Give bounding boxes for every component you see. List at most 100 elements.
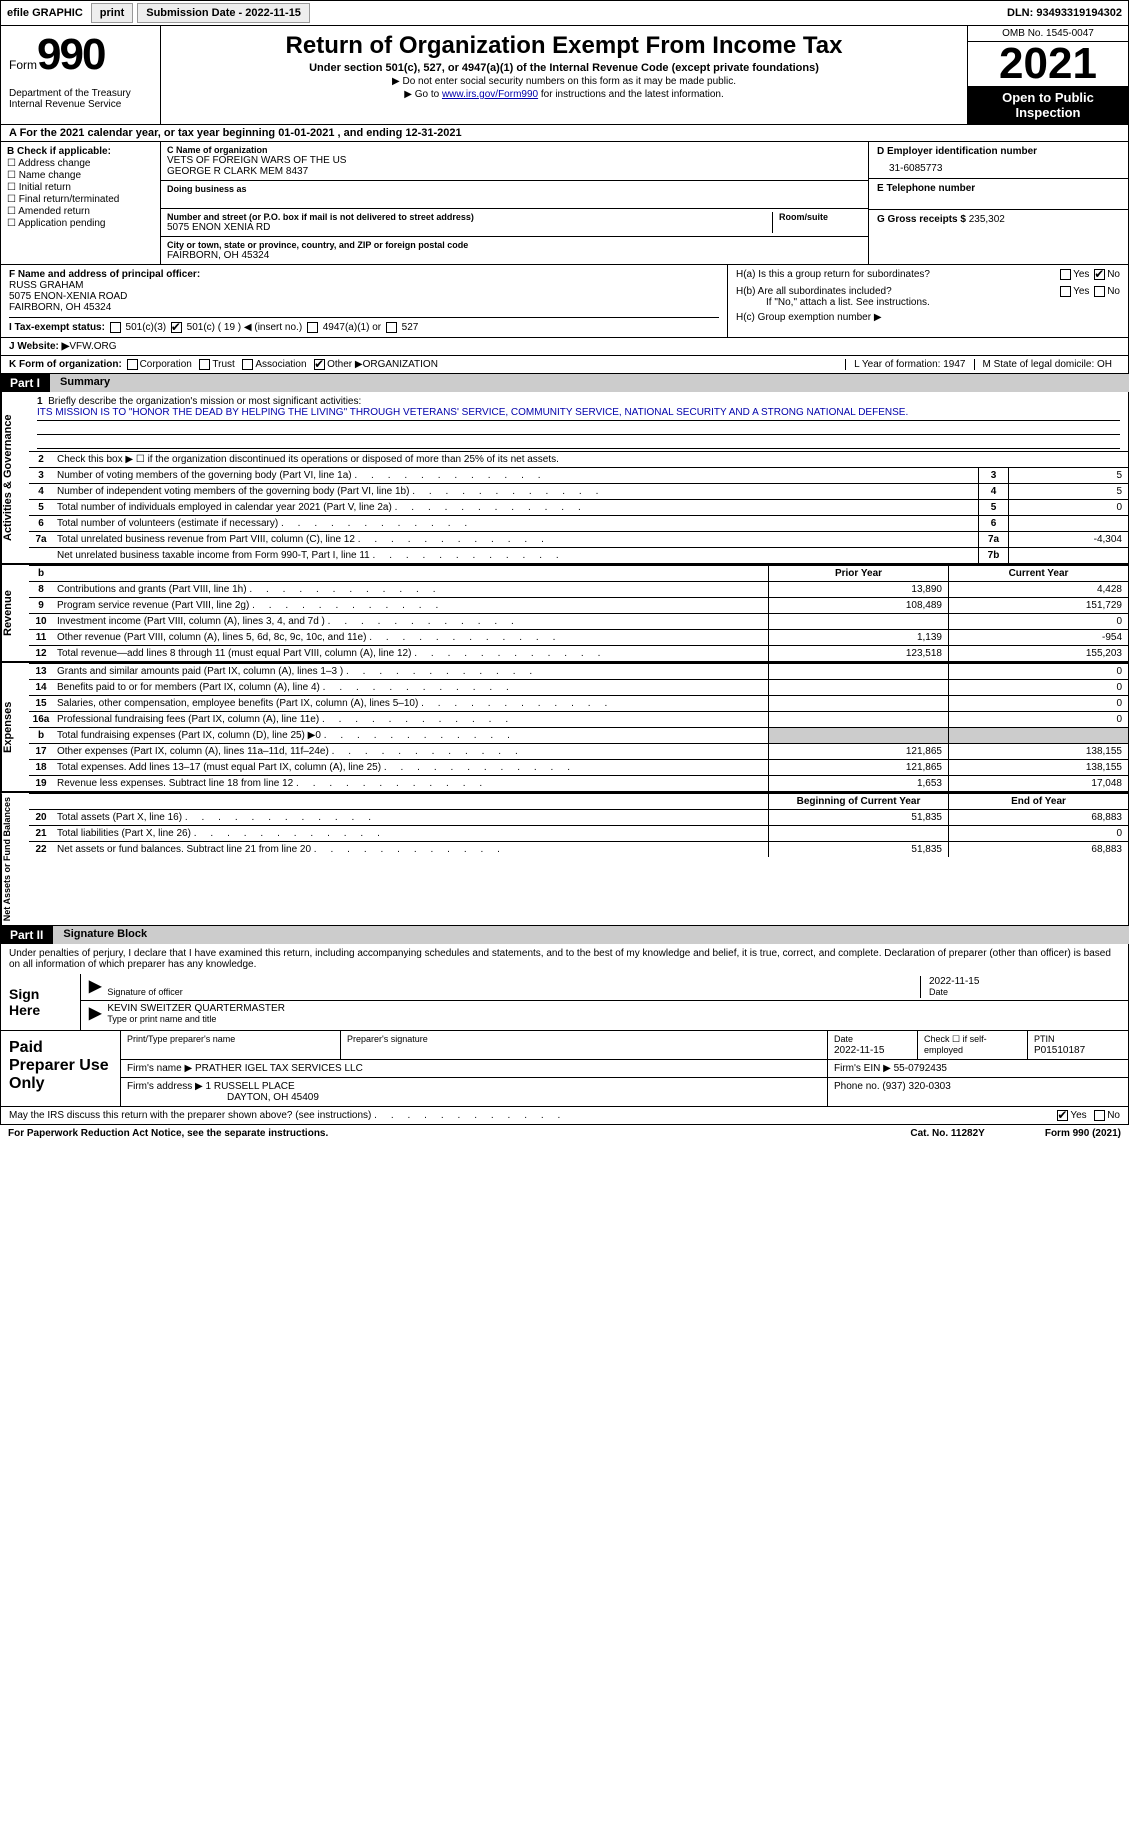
- summary-row: Net unrelated business taxable income fr…: [29, 547, 1128, 563]
- summary-row: 7aTotal unrelated business revenue from …: [29, 531, 1128, 547]
- summary-row: 5Total number of individuals employed in…: [29, 499, 1128, 515]
- summary-row: 3Number of voting members of the governi…: [29, 467, 1128, 483]
- top-bar: efile GRAPHIC print Submission Date - 20…: [0, 0, 1129, 26]
- row-k: K Form of organization: Corporation Trus…: [0, 356, 1129, 374]
- summary-row: 22Net assets or fund balances. Subtract …: [29, 841, 1128, 857]
- firm-phone: (937) 320-0303: [882, 1081, 950, 1092]
- discuss-row: May the IRS discuss this return with the…: [0, 1107, 1129, 1125]
- col-c: C Name of organization VETS OF FOREIGN W…: [161, 142, 868, 264]
- hdr-beginning: Beginning of Current Year: [768, 794, 948, 809]
- summary-row: 16aProfessional fundraising fees (Part I…: [29, 711, 1128, 727]
- chk-other[interactable]: [314, 359, 325, 370]
- firm-name: PRATHER IGEL TAX SERVICES LLC: [195, 1063, 363, 1074]
- l2-text: Check this box ▶ ☐ if the organization d…: [53, 452, 1128, 467]
- signature-block: Under penalties of perjury, I declare th…: [0, 944, 1129, 1031]
- year-formation: L Year of formation: 1947: [845, 359, 973, 370]
- chk-name-change[interactable]: ☐ Name change: [7, 170, 154, 181]
- summary-row: 8Contributions and grants (Part VIII, li…: [29, 581, 1128, 597]
- chk-assoc[interactable]: [242, 359, 253, 370]
- summary-row: 11Other revenue (Part VIII, column (A), …: [29, 629, 1128, 645]
- summary-row: 9Program service revenue (Part VIII, lin…: [29, 597, 1128, 613]
- summary-row: 6Total number of volunteers (estimate if…: [29, 515, 1128, 531]
- org-name-1: VETS OF FOREIGN WARS OF THE US: [167, 155, 862, 166]
- hdr-current: Current Year: [948, 566, 1128, 581]
- chk-527[interactable]: [386, 322, 397, 333]
- i-lbl: I Tax-exempt status:: [9, 322, 105, 333]
- firm-ein: 55-0792435: [894, 1063, 947, 1074]
- chk-501c3[interactable]: [110, 322, 121, 333]
- ein-value: 31-6085773: [877, 157, 1120, 174]
- ein-lbl: D Employer identification number: [877, 146, 1120, 157]
- self-employed[interactable]: Check ☐ if self-employed: [924, 1034, 987, 1055]
- hb-lbl: H(b) Are all subordinates included?: [736, 286, 892, 297]
- discuss-yes[interactable]: [1057, 1110, 1068, 1121]
- print-button[interactable]: print: [91, 3, 133, 23]
- c-name-lbl: C Name of organization: [167, 145, 862, 155]
- chk-trust[interactable]: [199, 359, 210, 370]
- summary-row: 14Benefits paid to or for members (Part …: [29, 679, 1128, 695]
- form-title: Return of Organization Exempt From Incom…: [171, 32, 957, 60]
- irs-link[interactable]: www.irs.gov/Form990: [442, 89, 538, 100]
- chk-amended[interactable]: ☐ Amended return: [7, 206, 154, 217]
- ha-yes[interactable]: [1060, 269, 1071, 280]
- part-2-title: Signature Block: [53, 926, 1129, 944]
- chk-address-change[interactable]: ☐ Address change: [7, 158, 154, 169]
- chk-4947[interactable]: [307, 322, 318, 333]
- firm-addr2: DAYTON, OH 45409: [127, 1092, 319, 1103]
- website: VFW.ORG: [69, 341, 116, 352]
- hb-yes[interactable]: [1060, 286, 1071, 297]
- dept-irs: Internal Revenue Service: [9, 99, 152, 110]
- summary-row: 13Grants and similar amounts paid (Part …: [29, 663, 1128, 679]
- section-fh: F Name and address of principal officer:…: [0, 265, 1129, 338]
- part-1-header: Part I Summary: [0, 374, 1129, 392]
- part-2-header: Part II Signature Block: [0, 926, 1129, 944]
- officer-addr2: FAIRBORN, OH 45324: [9, 302, 719, 313]
- chk-final-return[interactable]: ☐ Final return/terminated: [7, 194, 154, 205]
- hb-no[interactable]: [1094, 286, 1105, 297]
- summary: Activities & Governance 1 Briefly descri…: [0, 392, 1129, 926]
- chk-pending[interactable]: ☐ Application pending: [7, 218, 154, 229]
- firm-addr1: 1 RUSSELL PLACE: [206, 1081, 295, 1092]
- hdr-end: End of Year: [948, 794, 1128, 809]
- sign-here: Sign Here: [1, 974, 81, 1030]
- chk-501c[interactable]: [171, 322, 182, 333]
- col-d: D Employer identification number 31-6085…: [868, 142, 1128, 264]
- dln-label: DLN: 93493319194302: [1001, 7, 1128, 19]
- gross-lbl: G Gross receipts $: [877, 214, 966, 225]
- section-bcd: B Check if applicable: ☐ Address change …: [0, 142, 1129, 265]
- hb-note: If "No," attach a list. See instructions…: [736, 297, 1120, 308]
- arrow-icon: ▶: [89, 1003, 101, 1025]
- chk-corp[interactable]: [127, 359, 138, 370]
- chk-initial-return[interactable]: ☐ Initial return: [7, 182, 154, 193]
- mission-text: ITS MISSION IS TO "HONOR THE DEAD BY HEL…: [37, 407, 1120, 421]
- tab-net-assets: Net Assets or Fund Balances: [1, 793, 29, 925]
- cat-no: Cat. No. 11282Y: [910, 1128, 984, 1139]
- j-lbl: J Website: ▶: [9, 341, 69, 352]
- summary-row: 20Total assets (Part X, line 16)51,83568…: [29, 809, 1128, 825]
- summary-row: 12Total revenue—add lines 8 through 11 (…: [29, 645, 1128, 661]
- summary-row: bTotal fundraising expenses (Part IX, co…: [29, 727, 1128, 743]
- addr-lbl: Number and street (or P.O. box if mail i…: [167, 212, 772, 222]
- col-b: B Check if applicable: ☐ Address change …: [1, 142, 161, 264]
- ha-no[interactable]: [1094, 269, 1105, 280]
- discuss-no[interactable]: [1094, 1110, 1105, 1121]
- dept-treasury: Department of the Treasury: [9, 80, 152, 99]
- pra-notice: For Paperwork Reduction Act Notice, see …: [8, 1128, 328, 1139]
- line-a: A For the 2021 calendar year, or tax yea…: [0, 125, 1129, 142]
- f-lbl: F Name and address of principal officer:: [9, 269, 719, 280]
- ssn-note: ▶ Do not enter social security numbers o…: [171, 76, 957, 87]
- arrow-icon: ▶: [89, 976, 101, 998]
- officer-name: RUSS GRAHAM: [9, 280, 719, 291]
- summary-row: 18Total expenses. Add lines 13–17 (must …: [29, 759, 1128, 775]
- open-inspection: Open to Public Inspection: [968, 86, 1128, 124]
- k-lbl: K Form of organization:: [9, 359, 122, 370]
- sig-officer-lbl: Signature of officer: [107, 987, 182, 997]
- paid-title: Paid Preparer Use Only: [1, 1031, 121, 1106]
- paid-preparer: Paid Preparer Use Only Print/Type prepar…: [0, 1031, 1129, 1107]
- room-lbl: Room/suite: [779, 212, 862, 222]
- officer-addr1: 5075 ENON-XENIA ROAD: [9, 291, 719, 302]
- tab-revenue: Revenue: [1, 565, 29, 661]
- summary-row: 10Investment income (Part VIII, column (…: [29, 613, 1128, 629]
- hc-lbl: H(c) Group exemption number ▶: [736, 312, 1120, 323]
- submission-date: Submission Date - 2022-11-15: [137, 3, 310, 23]
